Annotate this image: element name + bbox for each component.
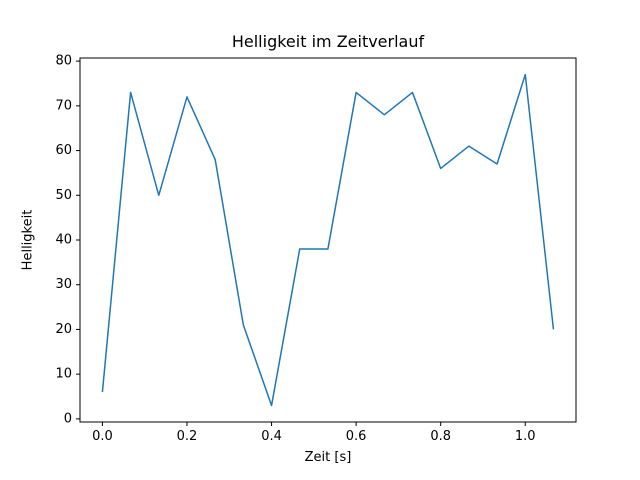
y-tick-label: 60 (55, 143, 72, 158)
chart-title: Helligkeit im Zeitverlauf (231, 32, 425, 51)
y-tick-label: 40 (55, 233, 72, 248)
y-tick-label: 80 (55, 54, 72, 69)
x-tick-label: 0.2 (177, 429, 198, 444)
y-tick-label: 10 (55, 367, 72, 382)
y-tick-label: 50 (55, 188, 72, 203)
y-axis-label: Helligkeit (20, 209, 36, 271)
data-line (101, 73, 555, 407)
x-tick-label: 0.8 (430, 429, 451, 444)
x-tick-label: 1.0 (515, 429, 536, 444)
y-tick-label: 20 (55, 322, 72, 337)
y-tick-label: 0 (64, 411, 72, 426)
y-tick-label: 70 (55, 98, 72, 113)
x-tick-label: 0.6 (346, 429, 367, 444)
x-tick-label: 0.4 (261, 429, 282, 444)
y-tick-label: 30 (55, 277, 72, 292)
x-tick-label: 0.0 (92, 429, 113, 444)
plot-border (79, 57, 577, 423)
x-axis-label: Zeit [s] (304, 450, 352, 465)
